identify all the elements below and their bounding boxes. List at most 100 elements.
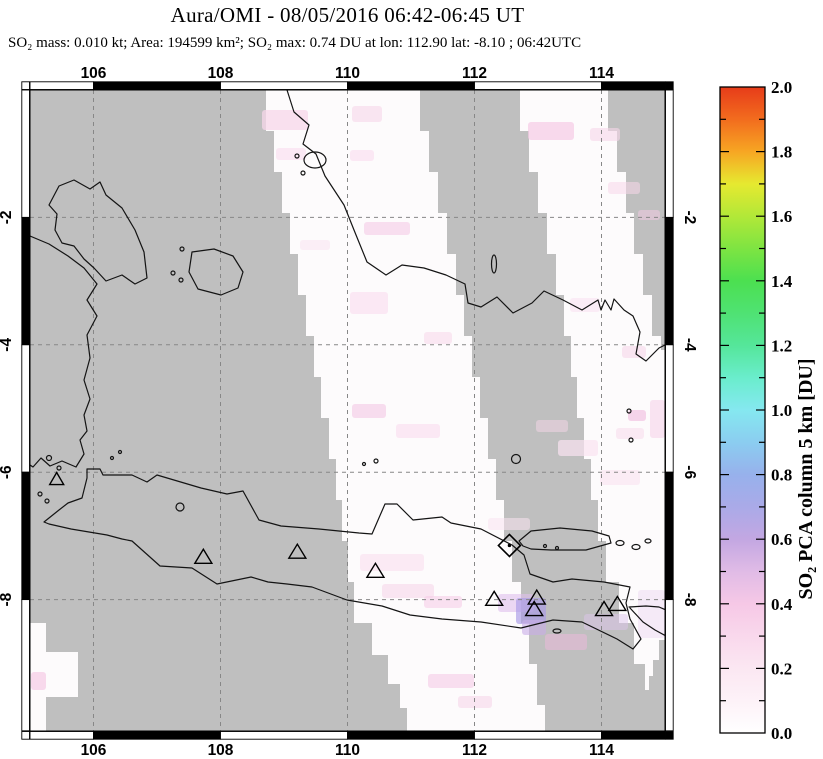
- so2-patch: [276, 148, 306, 160]
- so2-patch: [528, 122, 574, 140]
- border-segment-top: [601, 81, 666, 90]
- so2-patch: [488, 518, 530, 530]
- lon-tick-label-top: 114: [589, 65, 614, 82]
- border-segment-bottom: [93, 731, 221, 740]
- volcano-triangle-marker: [484, 589, 504, 607]
- lat-tick-label-left: -8: [0, 592, 15, 606]
- colorbar-tick-label: 0.6: [771, 530, 792, 549]
- border-segment-top: [347, 81, 475, 90]
- lon-tick-label-bottom: 106: [81, 742, 107, 759]
- so2-patch: [360, 554, 424, 571]
- volcano-triangle-marker: [365, 561, 386, 578]
- so2-patch: [352, 106, 382, 122]
- island-dot: [361, 461, 367, 467]
- island-dot: [179, 246, 185, 252]
- so2-patch: [350, 292, 388, 314]
- border-segment-right: [665, 471, 674, 601]
- so2-patch: [300, 240, 330, 250]
- coastline-bangka-island: [48, 179, 148, 285]
- so2-patch: [558, 440, 598, 456]
- lon-tick-label-top: 106: [81, 65, 107, 82]
- so2-patch: [628, 410, 646, 421]
- lat-tick-label-right: -6: [681, 465, 698, 479]
- island-dot: [117, 449, 123, 455]
- so2-patch: [622, 346, 646, 358]
- so2-patch: [262, 110, 308, 130]
- city-diamond-marker: [497, 533, 522, 558]
- colorbar-tick-label: 1.2: [771, 336, 792, 355]
- border-segment-left: [21, 216, 30, 346]
- border-segment-bottom: [601, 731, 666, 740]
- coastline-java: [43, 468, 642, 650]
- so2-patch: [608, 182, 640, 194]
- lake-outline: [175, 502, 185, 512]
- so2-patch: [352, 404, 386, 418]
- lat-tick-label-right: -2: [681, 211, 698, 225]
- island-sliver: [490, 254, 498, 274]
- island-dot: [644, 538, 652, 544]
- so2-patch: [382, 584, 434, 598]
- border-corner: [21, 731, 30, 740]
- so2-patch: [428, 674, 474, 688]
- so2-patch: [424, 596, 462, 608]
- island-dot: [631, 543, 641, 551]
- volcano-triangle-marker: [526, 588, 547, 605]
- colorbar-tick-label: 1.4: [771, 272, 793, 291]
- island-dot: [542, 543, 548, 549]
- colorbar-tick-label: 2.0: [771, 78, 792, 97]
- so2-patch: [570, 298, 600, 312]
- border-segment-bottom: [29, 731, 94, 740]
- island-dot: [109, 455, 115, 461]
- border-segment-right: [665, 216, 674, 346]
- colorbar: 0.0 0.2 0.4 0.6 0.8 1.0 1.2 1.4 1.6 1.8 2.0: [719, 78, 793, 743]
- island-dot: [170, 270, 176, 276]
- lon-tick-label-top: 110: [335, 65, 360, 82]
- border-segment-left: [21, 599, 30, 732]
- colorbar-tick-label: 0.0: [771, 724, 792, 743]
- so2-patch: [600, 470, 640, 485]
- so2-patch: [590, 128, 620, 141]
- so2-patch: [616, 428, 644, 439]
- so2-patch-layer: [31, 106, 665, 708]
- volcano-triangle-marker: [193, 547, 214, 564]
- border-segment-bottom: [347, 731, 475, 740]
- island-dot: [615, 539, 625, 547]
- volcano-markers-layer: [48, 471, 628, 617]
- island-dot: [300, 170, 306, 176]
- so2-patch: [536, 420, 568, 432]
- island-karimata: [303, 151, 327, 169]
- border-corner: [21, 81, 30, 90]
- plot-subtitle: SO₂ mass: 0.010 kt; Area: 194599 km²; SO…: [8, 35, 582, 51]
- border-segment-top: [93, 81, 221, 90]
- lat-tick-label-left: -2: [0, 211, 15, 225]
- volcano-triangle-marker: [594, 600, 614, 617]
- coastline-layer: [30, 90, 665, 650]
- swath-layer: [30, 90, 665, 731]
- border-corner: [665, 81, 674, 90]
- island-dot: [56, 465, 62, 471]
- swath-polygon: [258, 90, 545, 731]
- lon-tick-label-top: 108: [208, 65, 234, 82]
- coastline-sumatra: [30, 235, 98, 468]
- frame-layer: [21, 81, 674, 740]
- volcano-triangle-marker: [287, 542, 308, 559]
- border-segment-top: [29, 81, 94, 90]
- lon-tick-label-bottom: 112: [462, 742, 487, 759]
- volcano-triangle-marker: [607, 595, 628, 612]
- island-dot: [294, 153, 300, 159]
- so2-patch: [584, 614, 628, 630]
- colorbar-tick-label: 0.8: [771, 466, 792, 485]
- lat-tick-label-right: -8: [681, 593, 698, 607]
- island-dot: [626, 408, 632, 414]
- so2-patch: [31, 672, 46, 690]
- island-dot: [45, 454, 53, 462]
- border-segment-right: [665, 599, 674, 732]
- lat-tick-label-right: -4: [681, 338, 698, 352]
- so2-patch: [364, 222, 410, 235]
- island-bawean: [510, 453, 522, 465]
- so2-patch: [545, 634, 587, 650]
- island-dot: [178, 277, 184, 283]
- coastline-belitung-island: [188, 248, 244, 296]
- lat-tick-label-left: -6: [0, 465, 15, 479]
